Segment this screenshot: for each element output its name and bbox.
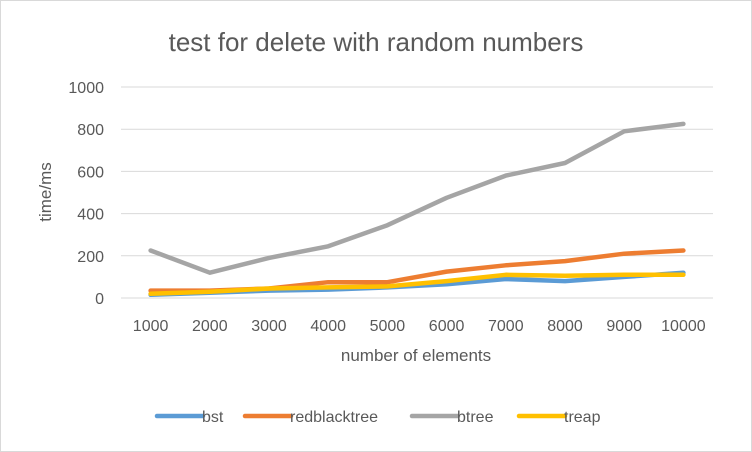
x-tick-label: 1000 [133, 318, 169, 335]
x-axis-ticks: 1000 2000 3000 4000 5000 6000 7000 8000 9000 1000… [133, 318, 706, 335]
legend-label-treap: treap [564, 409, 601, 426]
y-tick-label: 1000 [68, 80, 104, 97]
legend-label-bst: bst [202, 409, 224, 426]
y-axis-title: time/ms [36, 162, 55, 222]
y-tick-label: 200 [77, 249, 104, 266]
legend-label-btree: btree [457, 409, 494, 426]
legend: bst redblacktree btree treap [154, 409, 601, 426]
y-axis-ticks: 0 200 400 600 800 1000 [68, 80, 104, 308]
x-tick-label: 10000 [661, 318, 706, 335]
y-tick-label: 0 [95, 291, 104, 308]
y-tick-label: 600 [77, 164, 104, 181]
x-tick-label: 7000 [488, 318, 524, 335]
x-tick-label: 6000 [429, 318, 465, 335]
legend-label-redblacktree: redblacktree [290, 409, 378, 426]
x-tick-label: 4000 [310, 318, 346, 335]
x-tick-label: 3000 [251, 318, 287, 335]
series-lines [148, 121, 686, 298]
series-line-btree [148, 121, 686, 275]
y-tick-label: 800 [77, 122, 104, 139]
gridlines [121, 86, 713, 299]
x-axis-title: number of elements [341, 346, 491, 365]
x-tick-label: 8000 [547, 318, 583, 335]
y-tick-label: 400 [77, 207, 104, 224]
series-line-treap [148, 272, 686, 297]
chart-title: test for delete with random numbers [169, 27, 584, 57]
x-tick-label: 9000 [606, 318, 642, 335]
x-tick-label: 2000 [192, 318, 228, 335]
x-tick-label: 5000 [370, 318, 406, 335]
